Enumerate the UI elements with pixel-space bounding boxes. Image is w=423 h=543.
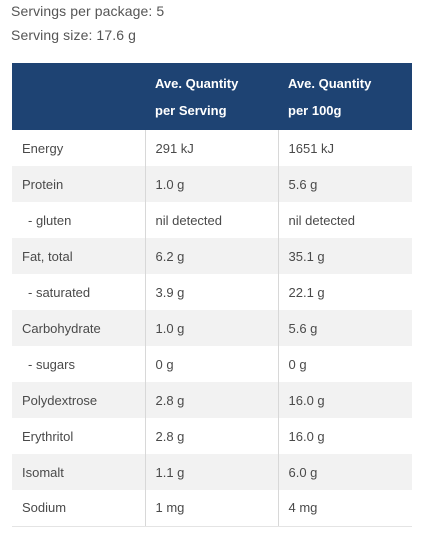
nutrient-label: Energy: [22, 140, 64, 156]
header-per-serving-line1: Ave. Quantity: [155, 75, 239, 91]
per-serving-value: 0 g: [144, 346, 278, 382]
header-per-100g-line2: per 100g: [288, 102, 342, 118]
per-100g-value: 0 g: [277, 346, 412, 382]
per-serving-value: 1.0 g: [144, 310, 278, 346]
servings-per-package: Servings per package: 5: [11, 3, 165, 19]
per-serving-value: nil detected: [144, 202, 278, 238]
nutrient-label: Carbohydrate: [12, 310, 145, 346]
nutrient-label: Protein: [12, 166, 145, 202]
table-row: Isomalt 1.1 g 6.0 g: [12, 454, 412, 490]
per-100g-value: 35.1 g: [277, 238, 412, 274]
table-row: Erythritol 2.8 g 16.0 g: [12, 418, 412, 454]
per-serving-value: 6.2 g: [144, 238, 278, 274]
per-100g-value: 16.0 g: [277, 382, 412, 418]
nutrient-label: - gluten: [28, 212, 72, 228]
nutrient-label: Isomalt: [12, 454, 145, 490]
per-serving-value: 3.9 g: [144, 274, 278, 310]
table-row: Energy 291 kJ 1651 kJ: [12, 130, 412, 166]
header-nutrient: [12, 63, 145, 130]
per-100g-value: 22.1 g: [277, 274, 412, 310]
nutrient-label: - sugars: [28, 356, 75, 372]
nutrient-label: Sodium: [12, 490, 145, 527]
serving-size: Serving size: 17.6 g: [11, 27, 136, 43]
per-100g-value: 5.6 g: [277, 166, 412, 202]
table-row: - gluten nil detected nil detected: [12, 202, 412, 238]
per-serving-value: 1.1 g: [144, 454, 278, 490]
per-serving-value: 1.0 g: [144, 166, 278, 202]
header-per-serving-line2: per Serving: [155, 102, 227, 118]
per-100g-value: 5.6 g: [277, 310, 412, 346]
per-100g-value: nil detected: [277, 202, 412, 238]
table-row: - saturated 3.9 g 22.1 g: [12, 274, 412, 310]
nutrient-label: Fat, total: [12, 238, 145, 274]
nutrition-table: Ave. Quantity per Serving Ave. Quantity …: [12, 63, 412, 527]
table-row: Carbohydrate 1.0 g 5.6 g: [12, 310, 412, 346]
per-100g-value: 16.0 g: [277, 418, 412, 454]
per-100g-value: 4 mg: [277, 490, 412, 527]
nutrient-label: Polydextrose: [12, 382, 145, 418]
per-100g-value: 1651 kJ: [277, 130, 412, 166]
table-row: Protein 1.0 g 5.6 g: [12, 166, 412, 202]
per-serving-value: 1 mg: [144, 490, 278, 527]
nutrient-label: - saturated: [28, 284, 91, 300]
table-row: Sodium 1 mg 4 mg: [12, 490, 412, 527]
header-per-100g: Ave. Quantity per 100g: [278, 63, 412, 130]
header-per-100g-line1: Ave. Quantity: [288, 75, 372, 91]
table-row: Polydextrose 2.8 g 16.0 g: [12, 382, 412, 418]
per-serving-value: 2.8 g: [144, 418, 278, 454]
per-serving-value: 291 kJ: [144, 130, 278, 166]
per-serving-value: 2.8 g: [144, 382, 278, 418]
per-100g-value: 6.0 g: [277, 454, 412, 490]
table-header-row: Ave. Quantity per Serving Ave. Quantity …: [12, 63, 412, 130]
table-row: Fat, total 6.2 g 35.1 g: [12, 238, 412, 274]
header-per-serving: Ave. Quantity per Serving: [145, 63, 278, 130]
nutrient-label: Erythritol: [22, 428, 74, 444]
